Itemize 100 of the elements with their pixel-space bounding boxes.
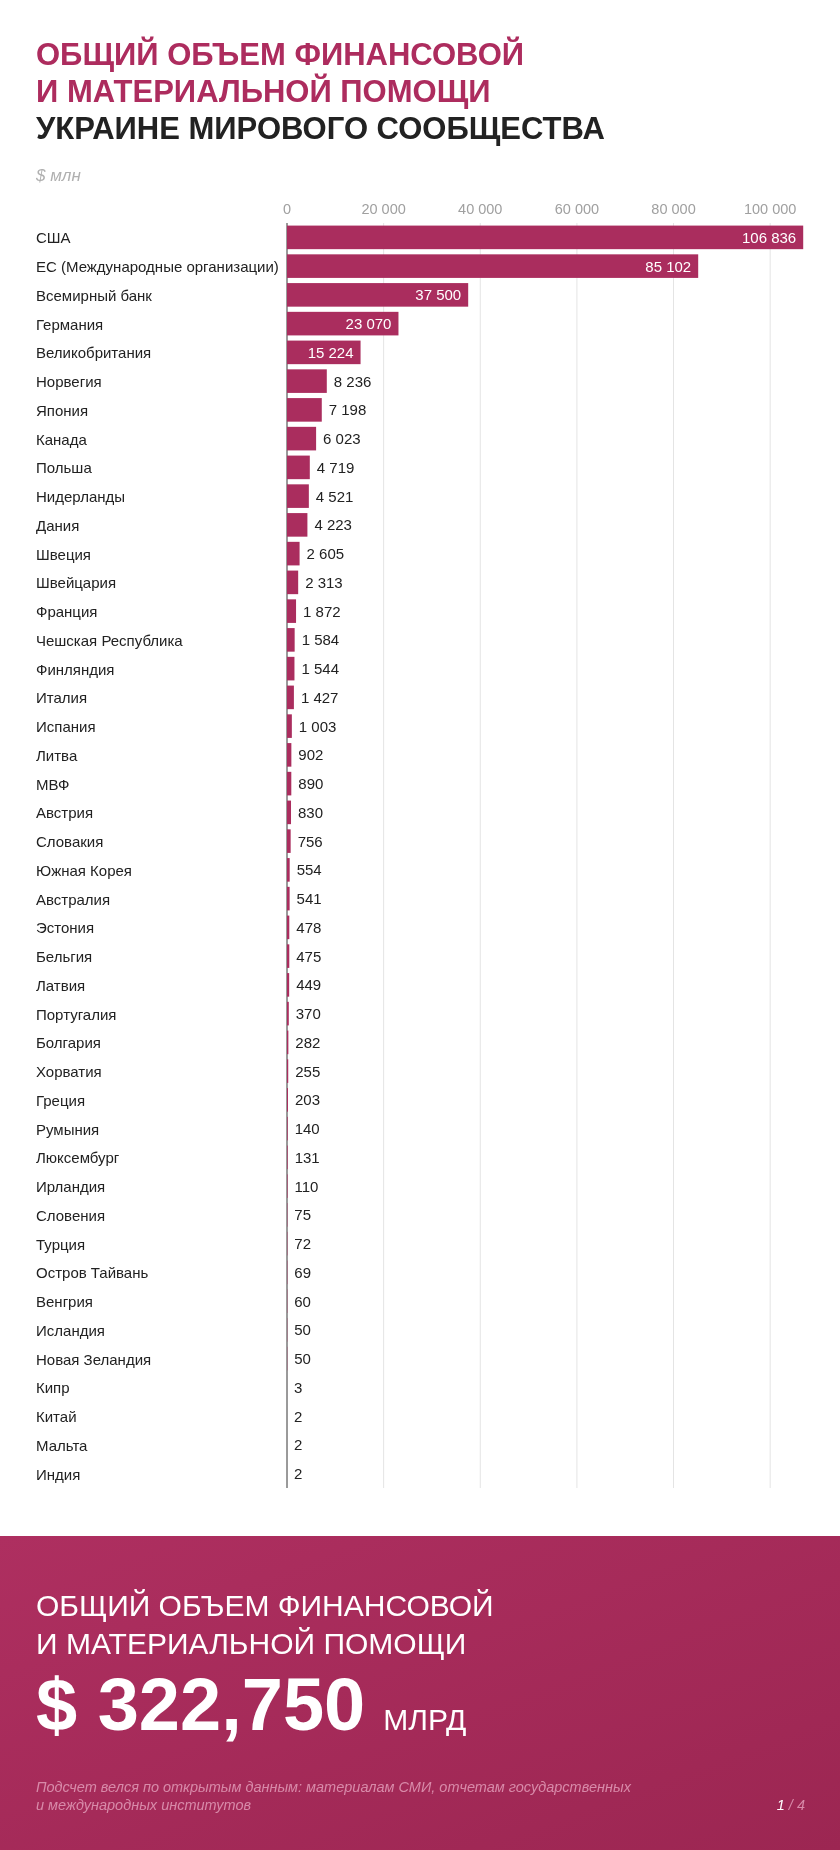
y-tick-label: Литва — [36, 746, 78, 764]
x-tick-label: 20 000 — [361, 201, 406, 217]
y-tick-label: Франция — [36, 602, 98, 620]
data-label: 890 — [298, 775, 324, 793]
x-tick-label: 0 — [282, 201, 292, 217]
y-tick-label: Словакия — [36, 832, 104, 850]
y-tick-label: Чешская Республика — [36, 631, 184, 649]
data-label: 85 102 — [645, 257, 692, 275]
data-label: 2 313 — [305, 573, 343, 591]
bar — [287, 743, 292, 767]
y-tick-label: Канада — [36, 430, 88, 448]
text: Подсчет велся по открытым данным: материалам СМИ, отчетам государственных и международных институтов — [36, 1779, 632, 1813]
data-label: 110 — [294, 1177, 319, 1195]
y-tick-label: Ирландия — [36, 1177, 106, 1195]
data-label: 4 521 — [315, 487, 354, 505]
bar — [287, 973, 290, 997]
y-tick-label: Швейцария — [36, 573, 117, 591]
y-tick-label: Япония — [36, 401, 89, 419]
y-tick-label: Норвегия — [36, 372, 102, 390]
data-label: 131 — [294, 1148, 320, 1166]
data-label: 541 — [296, 890, 322, 908]
data-label: 475 — [296, 947, 322, 965]
y-tick-label: Остров Тайвань — [36, 1263, 149, 1281]
text: $ 322,750 МЛРД — [36, 1663, 467, 1746]
y-tick-label: Болгария — [36, 1033, 101, 1051]
data-label: 8 236 — [333, 372, 372, 390]
data-label: 554 — [296, 861, 322, 879]
bar — [287, 628, 295, 652]
data-label: 2 — [294, 1407, 303, 1425]
bar — [287, 484, 309, 508]
data-label: 1 872 — [303, 602, 341, 620]
data-label: 23 070 — [345, 315, 392, 333]
y-tick-label: Турция — [36, 1235, 86, 1253]
data-label: 2 605 — [306, 545, 345, 563]
x-tick-label: 60 000 — [554, 201, 600, 217]
x-tick-label: 80 000 — [651, 201, 696, 217]
data-label: 60 — [294, 1292, 311, 1310]
data-label: 50 — [294, 1350, 311, 1368]
y-tick-label: Эстония — [36, 918, 95, 936]
data-label: 2 — [294, 1465, 303, 1483]
y-tick-label: Греция — [36, 1091, 86, 1109]
data-label: 50 — [294, 1321, 311, 1339]
x-tick-label: 100 000 — [743, 201, 797, 217]
data-label: 1 427 — [300, 688, 339, 706]
y-tick-label: Бельгия — [36, 947, 93, 965]
y-tick-label: Великобритания — [36, 343, 152, 361]
y-tick-label: США — [36, 228, 71, 246]
y-tick-label: Польша — [36, 458, 93, 476]
y-tick-label: Хорватия — [36, 1062, 102, 1080]
chart-subtitle: УКРАИНЕ МИРОВОГО СООБЩЕСТВА — [36, 111, 605, 146]
y-tick-label: Всемирный банк — [36, 286, 153, 304]
y-tick-label: Германия — [36, 315, 104, 333]
data-label: 756 — [297, 832, 323, 850]
y-tick-label: Южная Корея — [36, 861, 132, 879]
chart-title: ОБЩИЙ ОБЪЕМ ФИНАНСОВОЙ И МАТЕРИАЛЬНОЙ ПОМОЩИ — [36, 36, 525, 109]
y-tick-label: Нидерланды — [36, 487, 126, 505]
data-label: 106 836 — [741, 228, 797, 246]
data-label: 15 224 — [307, 343, 354, 361]
y-tick-label: Венгрия — [36, 1292, 93, 1310]
bar — [287, 225, 804, 250]
data-label: 203 — [294, 1091, 321, 1109]
data-label: 370 — [295, 1005, 321, 1023]
data-label: 140 — [294, 1120, 320, 1138]
text: 1 / 4 — [776, 1797, 805, 1813]
bar — [287, 513, 308, 537]
y-tick-label: Люксембург — [36, 1148, 120, 1166]
x-axis-title: $ млн — [35, 166, 82, 185]
data-label: 7 198 — [328, 401, 367, 419]
y-tick-label: Китай — [36, 1407, 77, 1425]
y-tick-label: Исландия — [36, 1321, 105, 1339]
data-label: 902 — [298, 746, 324, 764]
data-label: 72 — [294, 1235, 312, 1253]
y-tick-label: МВФ — [36, 775, 70, 793]
y-tick-label: Словения — [36, 1206, 106, 1224]
bar — [287, 254, 699, 278]
text: ОБЩИЙ ОБЪЕМ ФИНАНСОВОЙ И МАТЕРИАЛЬНОЙ ПОМОЩИ — [36, 1589, 494, 1660]
bar — [287, 858, 290, 882]
bar — [287, 599, 297, 623]
y-tick-label: Индия — [36, 1465, 81, 1483]
y-tick-label: Португалия — [36, 1005, 117, 1023]
bar — [287, 886, 290, 911]
bar — [287, 685, 294, 710]
data-label: 449 — [296, 976, 322, 994]
y-tick-label: Австралия — [36, 890, 111, 908]
data-label: 75 — [294, 1206, 312, 1224]
data-label: 37 500 — [415, 286, 462, 304]
bar — [287, 714, 292, 738]
y-tick-label: Австрия — [36, 803, 94, 821]
bar — [287, 771, 292, 796]
y-tick-label: ЕС (Международные организации) — [36, 257, 279, 275]
bar — [287, 283, 469, 307]
bar — [287, 800, 292, 825]
bar — [287, 426, 317, 451]
x-tick-label: 40 000 — [458, 201, 503, 217]
bar — [287, 570, 299, 595]
y-tick-label: Швеция — [36, 545, 91, 563]
bar — [287, 541, 300, 566]
y-tick-label: Испания — [36, 717, 96, 735]
data-label: 2 — [294, 1436, 303, 1454]
data-label: 282 — [295, 1033, 321, 1051]
